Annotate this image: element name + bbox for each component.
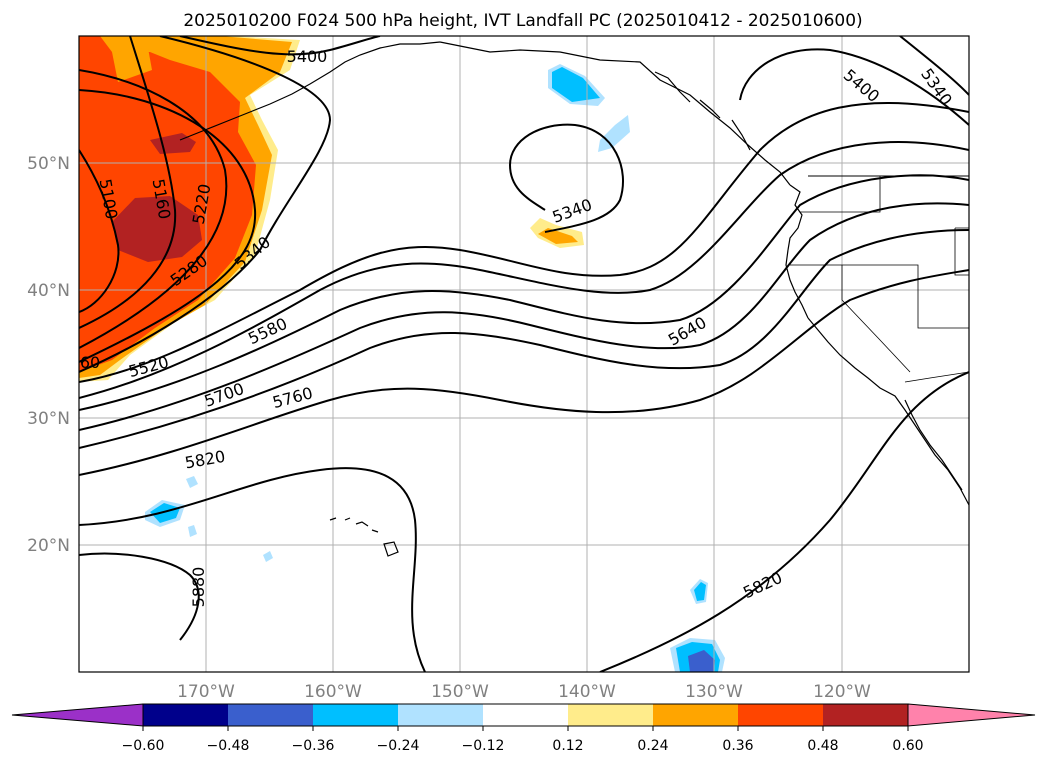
ivt-fill-lightblue-4: [186, 476, 198, 488]
contour-5400-ne: [739, 48, 969, 126]
lon-label-120w: 120°W: [813, 682, 871, 702]
contour-5340-low: [508, 123, 624, 233]
height-contours: [79, 36, 969, 672]
border-or-ca: [790, 264, 969, 329]
ivt-fill-blue-3: [150, 503, 180, 523]
colorbar-extend-low: [11, 703, 144, 727]
colorbar-ticks: −0.60 −0.48 −0.36 −0.24 −0.12 0.12 0.24 0.36 0.4…: [122, 726, 924, 754]
contour-label-5880: 5880: [189, 567, 208, 608]
colorbar-tick-label: −0.48: [207, 738, 250, 754]
ivt-fill-lightblue-5: [188, 525, 197, 537]
contour-5880: [79, 552, 200, 641]
colorbar-bin: [823, 704, 908, 726]
colorbar-bin: [398, 704, 483, 726]
contour-5700: [79, 202, 969, 431]
colorbar-bin: [143, 704, 228, 726]
border-wa-or: [800, 176, 881, 213]
colorbar-tick-label: −0.12: [462, 738, 505, 754]
colorbar-bin: [653, 704, 738, 726]
coast-hawaii: [329, 517, 399, 557]
lat-label-20n: 20°N: [27, 536, 70, 556]
lon-label-160w: 160°W: [304, 682, 362, 702]
lat-label-50n: 50°N: [27, 154, 70, 174]
coast-alaska-islands: [654, 71, 751, 151]
contour-5400-north: [179, 36, 381, 56]
coastlines: [179, 41, 969, 557]
contour-5280: [79, 89, 257, 363]
lat-label-40n: 40°N: [27, 281, 70, 301]
colorbar-tick-label: −0.60: [122, 738, 165, 754]
contour-5760: [79, 229, 969, 449]
colorbar-bin: [228, 704, 313, 726]
coast-alaska-south: [439, 41, 791, 186]
colorbar-tick-label: −0.36: [292, 738, 335, 754]
ivt-fill-layer: [79, 36, 725, 672]
ivt-fill-darkblue-8: [688, 650, 715, 672]
coast-aleutians: [179, 41, 441, 141]
map-panel: 5400 5340 5400 5340 5100 5160 5220 5280 …: [78, 35, 970, 673]
contour-5580: [79, 141, 969, 399]
ivt-fill-lightblue-2: [598, 115, 630, 152]
lat-axis-labels: 50°N 40°N 30°N 20°N: [27, 154, 70, 556]
contour-5820-east: [599, 371, 969, 672]
colorbar-tick-label: 0.48: [807, 738, 838, 754]
coast-california: [807, 317, 969, 506]
contour-5100: [79, 149, 120, 313]
border-ca-nv: [841, 265, 911, 373]
contour-5820-north: [79, 269, 969, 476]
colorbar: −0.60 −0.48 −0.36 −0.24 −0.12 0.12 0.24 0.36 0.4…: [11, 703, 1036, 754]
colorbar-bin: [483, 704, 568, 726]
ivt-fill-lightblue-6: [263, 551, 273, 562]
contour-5520: [79, 102, 969, 383]
contour-5160: [79, 36, 177, 329]
colorbar-bin: [313, 704, 398, 726]
lon-axis-labels: 170°W 160°W 150°W 140°W 130°W 120°W: [177, 682, 871, 702]
graticule: [79, 36, 969, 672]
coast-washington-oregon: [785, 249, 809, 319]
contour-5820-south: [79, 467, 426, 672]
lon-label-170w: 170°W: [177, 682, 235, 702]
map-title: 2025010200 F024 500 hPa height, IVT Land…: [183, 11, 862, 31]
border-us-mexico: [904, 371, 969, 383]
colorbar-tick-label: 0.12: [552, 738, 583, 754]
colorbar-bin: [738, 704, 823, 726]
contour-5340-ne: [899, 36, 969, 96]
ivt-fill-blue-1: [552, 67, 600, 102]
contour-5220: [79, 69, 228, 349]
contour-label-60: 60: [80, 353, 100, 372]
border-idaho: [954, 227, 969, 276]
lat-label-30n: 30°N: [27, 409, 70, 429]
colorbar-tick-label: −0.24: [377, 738, 420, 754]
lon-label-150w: 150°W: [431, 682, 489, 702]
contour-5340-west: [79, 36, 332, 373]
colorbar-bin: [568, 704, 653, 726]
colorbar-extend-high: [907, 703, 1036, 727]
colorbar-frame: [142, 703, 909, 727]
lon-label-130w: 130°W: [685, 682, 743, 702]
lon-label-140w: 140°W: [558, 682, 616, 702]
ivt-fill-blue-7: [694, 582, 706, 601]
colorbar-tick-label: 0.60: [892, 738, 923, 754]
coast-bc: [787, 184, 803, 251]
colorbar-tick-label: 0.24: [637, 738, 668, 754]
map-frame: [78, 35, 970, 673]
colorbar-bins: [11, 703, 1036, 727]
coast-baja: [904, 399, 963, 491]
contour-label-5400-n: 5400: [287, 47, 328, 66]
colorbar-tick-label: 0.36: [722, 738, 753, 754]
contour-5640: [79, 174, 969, 411]
ivt-fill-darkred-2: [112, 196, 202, 262]
